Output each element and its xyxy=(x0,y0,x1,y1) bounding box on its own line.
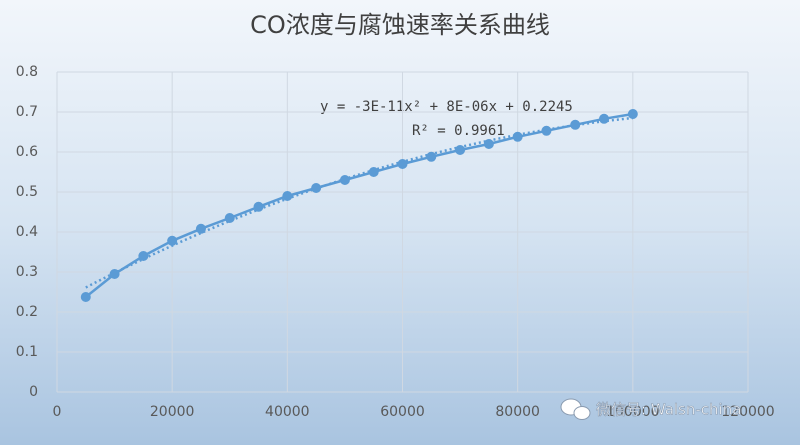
x-tick-label: 0 xyxy=(53,404,62,420)
data-point xyxy=(224,213,235,223)
data-point xyxy=(195,223,206,234)
y-tick-label: 0.3 xyxy=(16,264,38,280)
data-point xyxy=(570,119,581,130)
data-point xyxy=(311,183,322,193)
data-point xyxy=(282,191,293,201)
trend-equation: y = -3E-11x² + 8E-06x + 0.2245 xyxy=(320,99,573,115)
chart-title: CO浓度与腐蚀速率关系曲线 xyxy=(250,11,550,39)
data-point xyxy=(109,269,120,279)
y-tick-label: 0.4 xyxy=(16,224,38,240)
data-point xyxy=(426,151,437,162)
data-point xyxy=(599,113,610,124)
data-point xyxy=(253,201,264,212)
data-point xyxy=(483,139,494,149)
data-point xyxy=(627,109,638,119)
watermark: 微信号: Walsn-china xyxy=(596,401,741,419)
x-tick-label: 60000 xyxy=(380,404,425,420)
x-tick-label: 40000 xyxy=(265,404,310,420)
y-tick-label: 0.6 xyxy=(16,144,38,160)
y-tick-label: 0.8 xyxy=(16,64,38,80)
data-point xyxy=(368,167,379,177)
trendline xyxy=(85,116,633,289)
data-point xyxy=(455,145,466,155)
data-point xyxy=(339,175,350,185)
x-tick-label: 80000 xyxy=(495,404,540,420)
y-tick-label: 0.1 xyxy=(16,344,38,360)
y-tick-label: 0.5 xyxy=(16,184,38,200)
x-tick-label: 20000 xyxy=(150,404,195,420)
data-point xyxy=(397,159,408,169)
data-point xyxy=(167,235,178,246)
r-squared: R² = 0.9961 xyxy=(412,123,505,139)
data-point xyxy=(138,251,149,261)
data-point xyxy=(512,131,523,142)
y-tick-label: 0.2 xyxy=(16,304,38,320)
data-point xyxy=(80,292,91,302)
wechat-icon xyxy=(560,398,591,420)
y-tick-label: 0 xyxy=(29,384,38,400)
y-tick-label: 0.7 xyxy=(16,104,38,120)
x-tick-label: 100000 xyxy=(606,404,659,420)
x-tick-label: 120000 xyxy=(721,404,774,420)
data-point xyxy=(541,125,552,136)
